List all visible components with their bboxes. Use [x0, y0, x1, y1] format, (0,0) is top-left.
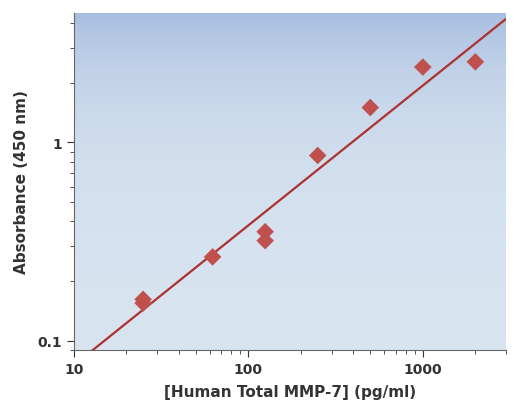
Point: [139, 300, 147, 307]
Point: [314, 153, 322, 159]
X-axis label: [Human Total MMP-7] (pg/ml): [Human Total MMP-7] (pg/ml): [164, 384, 416, 399]
Point: [471, 59, 479, 66]
Point: [261, 229, 269, 235]
Point: [419, 64, 427, 71]
Y-axis label: Absorbance (450 nm): Absorbance (450 nm): [14, 90, 29, 274]
Point: [261, 238, 269, 244]
Point: [366, 105, 374, 112]
Point: [209, 254, 217, 261]
Point: [139, 296, 147, 303]
